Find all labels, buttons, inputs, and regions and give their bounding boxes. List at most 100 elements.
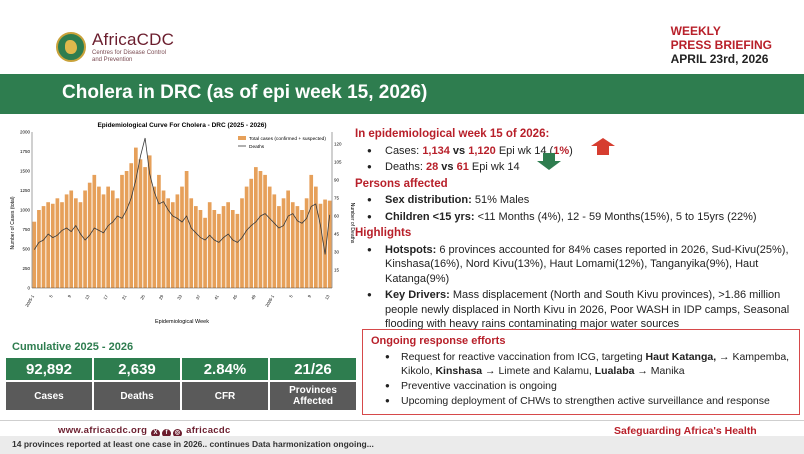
bar-week-33 <box>180 186 184 288</box>
bar-week-19 <box>115 198 120 288</box>
y2-tick-label: 75 <box>334 196 340 201</box>
y-tick-label: 250 <box>22 266 30 271</box>
briefing-date: APRIL 23rd, 2026 <box>670 52 769 66</box>
y2-tick-label: 30 <box>334 250 340 255</box>
bar-week-15 <box>97 186 101 288</box>
bar-week-8 <box>64 194 69 288</box>
bar-week-40 <box>212 210 217 288</box>
hotspots-value: 6 provinces accounted for 84% cases repo… <box>385 243 789 285</box>
bar-week-9 <box>69 190 74 288</box>
bar-week-60 <box>304 198 309 288</box>
highlights-heading: Highlights <box>355 227 412 239</box>
bar-week-53 <box>272 194 277 288</box>
bar-week-36 <box>194 206 198 288</box>
y2-tick-label: 45 <box>334 232 340 237</box>
epi-week-heading: In epidemiological week 15 of 2026: <box>355 128 550 140</box>
chart-y-axis-label: Number of Cases (total) <box>10 196 16 249</box>
y-tick-label: 2000 <box>20 130 31 135</box>
bar-week-11 <box>78 202 83 288</box>
chart-legend: Total cases (confirmed + suspected) Deat… <box>238 136 326 150</box>
bar-week-24 <box>138 159 143 288</box>
ongoing-item-chws: Upcoming deployment of CHWs to strengthe… <box>385 394 791 408</box>
bar-week-62 <box>314 186 318 288</box>
cases-vs: vs <box>452 144 466 157</box>
bar-week-26 <box>147 155 152 288</box>
bar-week-57 <box>290 202 295 288</box>
children-item: Children <15 yrs: <11 Months (4%), 12 - … <box>367 210 800 225</box>
x-tick-label: 21 <box>121 293 128 300</box>
x-tick-label: 2025-1 <box>24 293 35 307</box>
x-tick-label: 13 <box>84 293 91 300</box>
epi-curve-svg: Epidemiological Curve For Cholera - DRC … <box>10 122 355 325</box>
ongoing-item1-a: Request for reactive vaccination from IC… <box>401 351 646 363</box>
bar-week-65 <box>327 200 332 288</box>
cumulative-cases-value: 92,892 <box>6 358 92 380</box>
bar-week-20 <box>120 174 124 288</box>
y-tick-label: 1500 <box>20 169 31 174</box>
slide-title: Cholera in DRC (as of epi week 15, 2026) <box>62 82 428 103</box>
bar-week-7 <box>60 202 64 288</box>
sex-label: Sex distribution: <box>385 194 472 206</box>
bar-week-32 <box>175 194 180 288</box>
org-subtitle-1: Centres for Disease Control <box>92 50 167 56</box>
bar-week-22 <box>129 163 134 288</box>
arrow-up-icon <box>591 138 615 146</box>
cases-line: Cases: 1,134 vs 1,120 Epi wk 14 (1%) <box>367 144 800 159</box>
bar-week-43 <box>226 202 230 288</box>
x-tick-label: 13 <box>324 293 331 300</box>
africa-cdc-seal-icon <box>56 32 86 62</box>
bar-week-59 <box>300 210 304 288</box>
children-label: Children <15 yrs: <box>385 210 475 223</box>
epi-curve-chart: Epidemiological Curve For Cholera - DRC … <box>10 118 355 328</box>
bar-week-2 <box>37 210 41 288</box>
website-url: www.africacdc.org <box>58 425 148 436</box>
bar-week-56 <box>286 190 290 288</box>
bar-week-3 <box>41 206 46 288</box>
drivers-item: Key Drivers: Mass displacement (North an… <box>367 288 800 332</box>
bar-week-27 <box>152 186 157 288</box>
ongoing-item-vaccination-request: Request for reactive vaccination from IC… <box>385 350 791 378</box>
sex-value: 51% Males <box>471 194 530 206</box>
bar-week-47 <box>244 186 249 288</box>
x-tick-label: 37 <box>195 293 202 300</box>
bar-week-50 <box>258 171 263 288</box>
bar-week-31 <box>170 202 175 288</box>
deaths-suffix: Epi wk 14 <box>471 161 520 173</box>
bar-week-38 <box>203 217 207 288</box>
chart-y2-axis-label: Number of Deaths <box>349 203 355 244</box>
briefing-title: PRESS BRIEFING <box>670 38 772 52</box>
bar-week-52 <box>267 186 272 288</box>
social-instagram-icon: ◎ <box>173 429 183 438</box>
x-tick-label: 9 <box>67 293 73 298</box>
x-tick-label: 25 <box>139 293 146 300</box>
bar-week-16 <box>101 194 106 288</box>
y2-tick-label: 60 <box>334 214 340 219</box>
bar-week-63 <box>318 203 323 288</box>
deaths-series-line <box>33 137 331 255</box>
deaths-vs: vs <box>441 161 454 173</box>
x-tick-label: 29 <box>158 293 165 300</box>
ongoing-item1-c: → Kampemba, Kikolo, <box>401 351 790 377</box>
y2-tick-label: 90 <box>334 178 340 183</box>
y2-tick-label: 15 <box>334 268 340 273</box>
chart-title: Epidemiological Curve For Cholera - DRC … <box>97 122 266 129</box>
bar-week-25 <box>143 167 147 288</box>
footer-divider <box>0 420 804 421</box>
bar-week-12 <box>83 190 87 288</box>
y-tick-label: 1000 <box>20 208 31 213</box>
x-tick-label: 41 <box>213 293 220 300</box>
bar-week-42 <box>221 206 226 288</box>
weekly-summary-panel: In epidemiological week 15 of 2026: Case… <box>355 127 800 334</box>
bar-week-39 <box>207 202 212 288</box>
bar-week-30 <box>166 198 170 288</box>
legend-label-cases: Total cases (confirmed + suspected) <box>249 136 326 142</box>
cumulative-deaths-value: 2,639 <box>94 358 180 380</box>
cumulative-cfr-value: 2.84% <box>182 358 268 380</box>
arrow-up-icon-stem <box>597 146 609 155</box>
press-briefing-badge: WEEKLY PRESS BRIEFING APRIL 23rd, 2026 <box>671 24 772 66</box>
bar-week-51 <box>263 174 267 288</box>
social-handle: africacdc <box>186 425 231 436</box>
bar-week-41 <box>217 213 221 288</box>
bar-week-61 <box>309 174 314 288</box>
x-tick-label: 49 <box>250 293 257 300</box>
